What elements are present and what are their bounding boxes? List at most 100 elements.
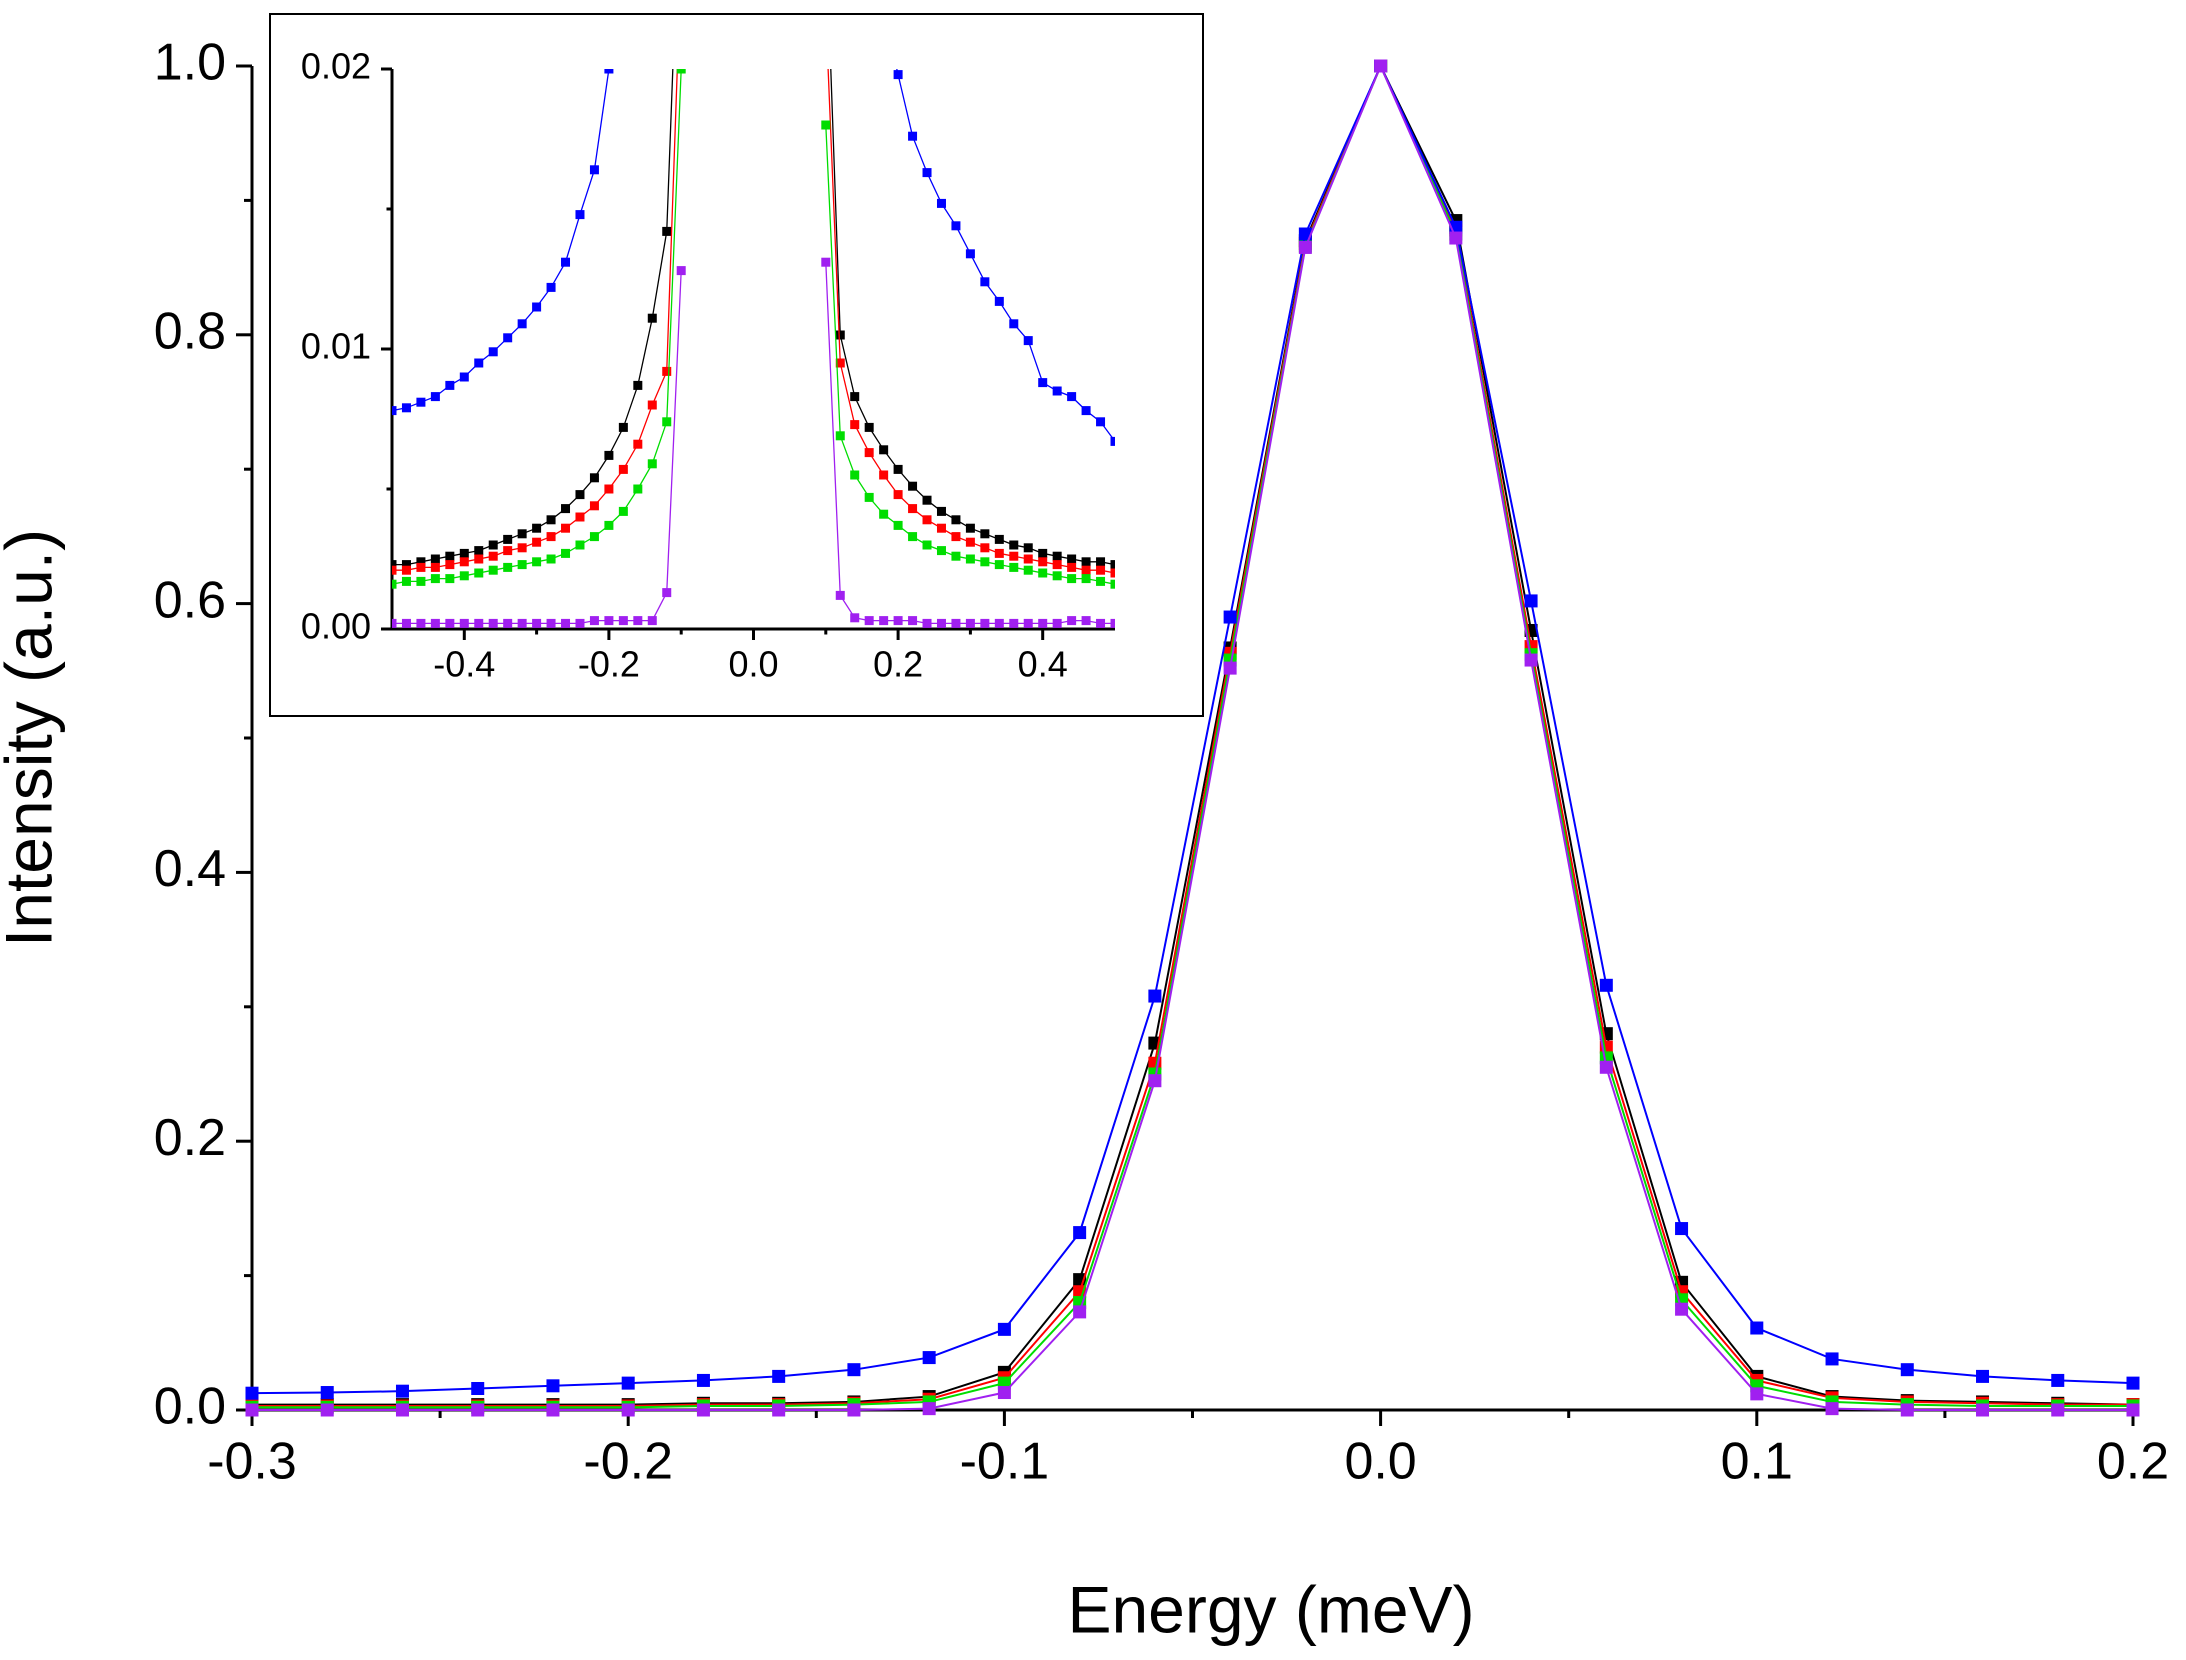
marker — [1052, 386, 1062, 396]
marker — [1009, 551, 1019, 561]
marker — [474, 358, 484, 368]
marker — [474, 568, 484, 578]
marker — [430, 618, 440, 628]
marker — [951, 551, 961, 561]
y-tick-label: 0.8 — [154, 303, 226, 361]
marker — [850, 470, 860, 480]
marker — [430, 562, 440, 572]
marker — [922, 1351, 936, 1365]
marker — [517, 319, 527, 329]
marker — [1449, 231, 1463, 245]
marker — [430, 392, 440, 402]
marker — [994, 296, 1004, 306]
marker — [1052, 551, 1062, 561]
marker — [980, 557, 990, 567]
marker — [633, 616, 643, 626]
x-tick-label: 0.0 — [728, 644, 778, 685]
marker — [1096, 417, 1106, 427]
marker — [633, 484, 643, 494]
marker — [401, 618, 411, 628]
marker — [1009, 319, 1019, 329]
marker — [1038, 568, 1048, 578]
marker — [1073, 1226, 1087, 1240]
marker — [1038, 618, 1048, 628]
marker — [488, 540, 498, 550]
marker — [1067, 562, 1077, 572]
marker — [459, 372, 469, 382]
marker — [936, 506, 946, 516]
series-line — [252, 63, 2133, 1407]
marker — [1052, 618, 1062, 628]
y-tick-label: 0.02 — [301, 46, 371, 87]
marker — [546, 532, 556, 542]
marker — [401, 576, 411, 586]
marker — [1900, 1403, 1914, 1417]
marker — [965, 618, 975, 628]
marker — [908, 481, 918, 491]
plot-area — [245, 59, 2140, 1417]
marker — [474, 618, 484, 628]
marker — [618, 506, 628, 516]
marker — [517, 529, 527, 539]
marker — [445, 380, 455, 390]
marker — [416, 576, 426, 586]
marker — [1073, 1305, 1087, 1319]
marker — [1009, 618, 1019, 628]
marker — [965, 537, 975, 547]
marker — [1038, 557, 1048, 567]
marker — [647, 400, 657, 410]
marker — [1023, 618, 1033, 628]
marker — [589, 532, 599, 542]
marker — [1110, 436, 1115, 446]
marker — [459, 557, 469, 567]
marker — [245, 1386, 259, 1400]
marker — [561, 618, 571, 628]
marker — [994, 618, 1004, 628]
marker — [575, 618, 585, 628]
marker — [647, 616, 657, 626]
y-axis-title: Intensity (a.u.) — [0, 529, 65, 947]
marker — [395, 1384, 409, 1398]
marker — [1038, 378, 1048, 388]
marker — [997, 1386, 1011, 1400]
marker — [392, 579, 397, 589]
marker — [1524, 653, 1538, 667]
marker — [980, 618, 990, 628]
marker — [922, 618, 932, 628]
marker — [879, 509, 889, 519]
marker — [561, 504, 571, 514]
marker — [604, 450, 614, 460]
marker — [401, 565, 411, 575]
marker — [936, 523, 946, 533]
marker — [532, 537, 542, 547]
y-tick-label: 0.00 — [301, 606, 371, 647]
marker — [864, 448, 874, 458]
marker — [604, 484, 614, 494]
marker — [561, 257, 571, 267]
marker — [1067, 554, 1077, 564]
marker — [1023, 554, 1033, 564]
series-line — [251, 63, 2134, 1395]
marker — [546, 515, 556, 525]
marker — [604, 520, 614, 530]
marker — [575, 490, 585, 500]
marker — [936, 546, 946, 556]
marker — [517, 618, 527, 628]
marker — [1052, 571, 1062, 581]
marker — [1081, 616, 1091, 626]
marker — [503, 333, 513, 343]
marker — [532, 523, 542, 533]
marker — [1599, 1060, 1613, 1074]
x-tick-label: -0.3 — [207, 1433, 297, 1491]
marker — [589, 473, 599, 483]
marker — [893, 520, 903, 530]
marker — [879, 445, 889, 455]
marker — [980, 529, 990, 539]
marker — [575, 540, 585, 550]
marker — [893, 490, 903, 500]
marker — [908, 504, 918, 514]
series-line — [252, 63, 2134, 1406]
marker — [1081, 565, 1091, 575]
marker — [2051, 1403, 2065, 1417]
marker — [488, 618, 498, 628]
